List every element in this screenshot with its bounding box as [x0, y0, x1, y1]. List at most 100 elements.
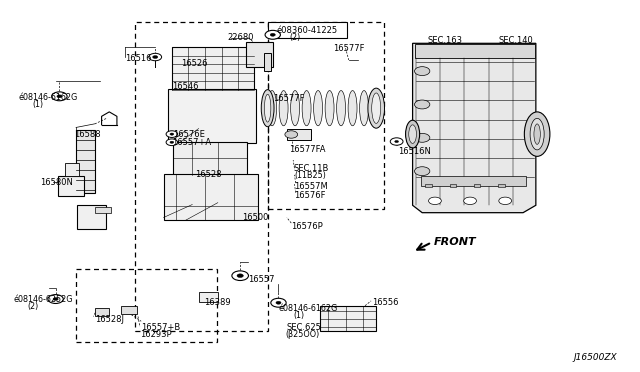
- Text: 16557+A: 16557+A: [172, 138, 211, 147]
- Text: 16556: 16556: [372, 298, 399, 307]
- Bar: [198, 292, 218, 302]
- Bar: [65, 163, 79, 176]
- Text: 16526: 16526: [180, 59, 207, 68]
- Circle shape: [271, 298, 286, 307]
- Ellipse shape: [534, 124, 540, 144]
- Ellipse shape: [302, 90, 311, 126]
- Circle shape: [232, 271, 248, 280]
- Text: 16557+B: 16557+B: [141, 323, 180, 332]
- Bar: [95, 207, 111, 213]
- Circle shape: [395, 140, 399, 142]
- Bar: [246, 42, 273, 67]
- Bar: [76, 131, 95, 193]
- Ellipse shape: [368, 88, 385, 128]
- Circle shape: [415, 100, 430, 109]
- Ellipse shape: [264, 94, 271, 122]
- Ellipse shape: [530, 118, 544, 150]
- Ellipse shape: [409, 125, 417, 143]
- Text: (β25OO): (β25OO): [285, 330, 320, 340]
- Circle shape: [48, 295, 63, 304]
- Circle shape: [464, 197, 476, 205]
- Text: 16577F: 16577F: [333, 44, 364, 52]
- Circle shape: [149, 53, 162, 61]
- Ellipse shape: [406, 120, 420, 148]
- Circle shape: [57, 95, 62, 98]
- Text: 16557M: 16557M: [294, 182, 328, 191]
- Circle shape: [265, 31, 280, 39]
- Bar: [173, 142, 246, 175]
- Ellipse shape: [372, 93, 381, 124]
- Circle shape: [166, 139, 177, 145]
- Text: (11B25): (11B25): [294, 171, 326, 180]
- Bar: [421, 176, 526, 186]
- Text: SEC.163: SEC.163: [428, 36, 462, 45]
- Text: FRONT: FRONT: [434, 237, 476, 247]
- Bar: [168, 89, 256, 143]
- Text: 16516N: 16516N: [398, 147, 431, 156]
- Text: 16389: 16389: [204, 298, 230, 307]
- Ellipse shape: [360, 90, 369, 126]
- Text: 16576F: 16576F: [294, 191, 326, 200]
- Bar: [264, 52, 271, 71]
- Ellipse shape: [524, 112, 550, 156]
- Bar: [450, 184, 456, 187]
- Bar: [474, 184, 480, 187]
- Text: 16557: 16557: [248, 275, 275, 284]
- Circle shape: [170, 141, 173, 143]
- Ellipse shape: [291, 90, 300, 126]
- Text: 16580N: 16580N: [40, 178, 73, 187]
- Text: SEC.625: SEC.625: [287, 323, 322, 332]
- Bar: [58, 176, 84, 196]
- Bar: [415, 44, 534, 58]
- Text: (2): (2): [28, 302, 39, 311]
- Text: (1): (1): [293, 311, 304, 320]
- Circle shape: [415, 167, 430, 176]
- Text: SEC.11B: SEC.11B: [293, 164, 328, 173]
- Text: 16588: 16588: [74, 129, 100, 139]
- Text: 16293P: 16293P: [140, 330, 172, 340]
- Text: 16576E: 16576E: [173, 129, 205, 139]
- Circle shape: [276, 301, 281, 304]
- Text: 16576P: 16576P: [291, 221, 323, 231]
- Circle shape: [429, 197, 442, 205]
- Ellipse shape: [261, 90, 274, 127]
- Text: SEC.140: SEC.140: [499, 36, 534, 45]
- Text: 16577FA: 16577FA: [289, 145, 326, 154]
- Ellipse shape: [279, 90, 288, 126]
- Ellipse shape: [314, 90, 323, 126]
- Text: (1): (1): [33, 100, 44, 109]
- Text: 16516: 16516: [125, 54, 152, 62]
- Circle shape: [415, 67, 430, 76]
- Circle shape: [166, 131, 177, 137]
- Text: é08146-6162G: é08146-6162G: [19, 93, 78, 102]
- Circle shape: [170, 133, 173, 135]
- Circle shape: [285, 131, 298, 138]
- Text: (2): (2): [289, 33, 301, 42]
- Ellipse shape: [268, 90, 276, 126]
- Circle shape: [499, 197, 511, 205]
- Bar: [287, 129, 311, 140]
- Polygon shape: [413, 43, 536, 213]
- Ellipse shape: [325, 90, 334, 126]
- Text: é08146-6252G: é08146-6252G: [13, 295, 73, 304]
- Bar: [268, 22, 347, 38]
- Circle shape: [52, 92, 67, 101]
- Text: 22680: 22680: [227, 33, 254, 42]
- Bar: [121, 307, 137, 314]
- Text: 16577F: 16577F: [273, 94, 304, 103]
- Text: é08360-41225: é08360-41225: [276, 26, 338, 35]
- Text: é08146-6162G: é08146-6162G: [278, 304, 338, 313]
- Ellipse shape: [348, 90, 357, 126]
- Bar: [95, 308, 109, 317]
- Text: 16528J: 16528J: [95, 315, 124, 324]
- Bar: [164, 174, 258, 220]
- Text: J16500ZX: J16500ZX: [573, 353, 617, 362]
- Circle shape: [53, 298, 58, 301]
- Text: 16528: 16528: [195, 170, 222, 179]
- Circle shape: [415, 134, 430, 142]
- Ellipse shape: [337, 90, 346, 126]
- Circle shape: [270, 33, 275, 36]
- Bar: [172, 47, 253, 90]
- Text: 16500: 16500: [242, 213, 268, 222]
- Bar: [498, 184, 504, 187]
